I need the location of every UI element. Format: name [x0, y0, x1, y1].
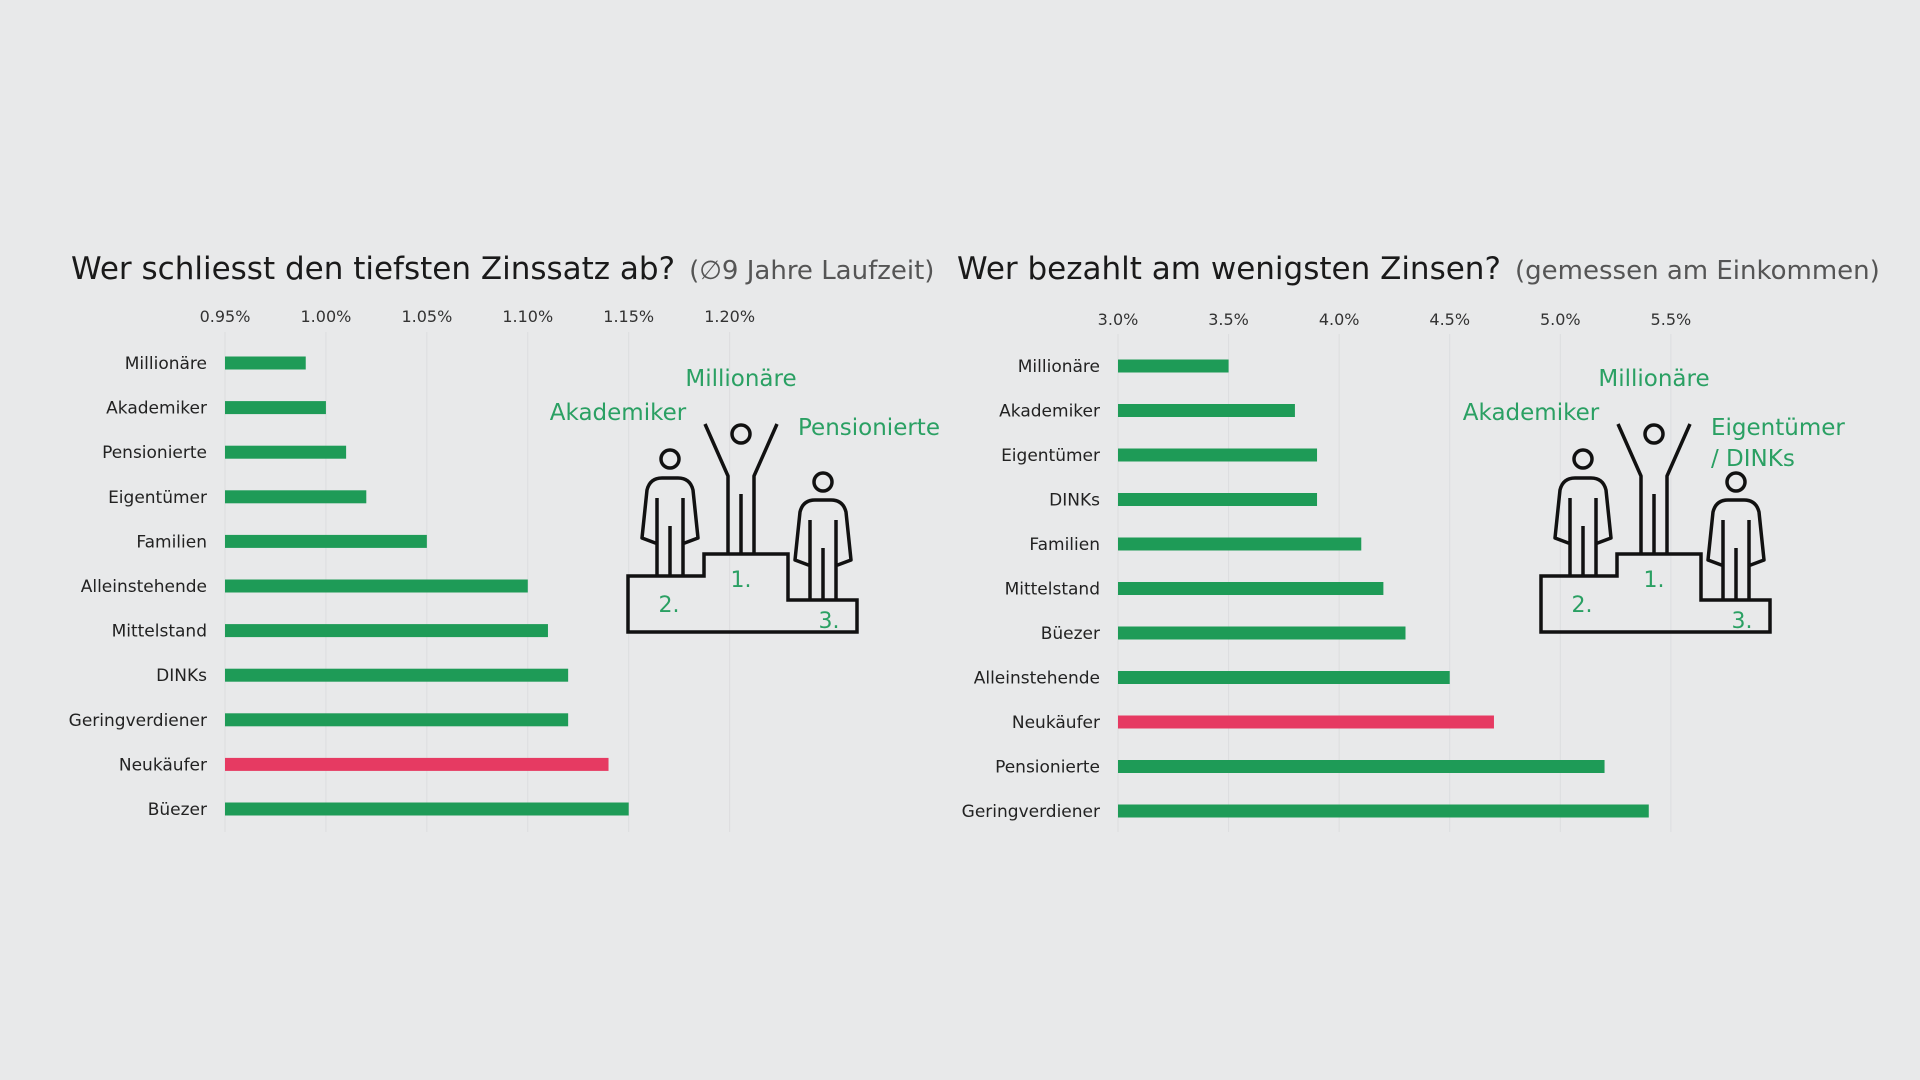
bars [225, 356, 629, 816]
category-label: Pensionierte [102, 443, 207, 463]
chart-title: Wer bezahlt am wenigsten Zinsen? (gemess… [957, 251, 1880, 287]
category-label: Akademiker [106, 399, 207, 419]
bar [1118, 404, 1295, 417]
x-tick-label: 5.0% [1540, 310, 1581, 329]
chart-panel-interest-income: Wer bezahlt am wenigsten Zinsen? (gemess… [957, 251, 1880, 832]
x-tick-label: 1.00% [301, 307, 352, 326]
x-tick-label: 1.15% [603, 307, 654, 326]
podium-blocks [1539, 552, 1772, 634]
category-label: Geringverdiener [69, 711, 207, 731]
bar [225, 490, 367, 504]
category-label: Geringverdiener [962, 802, 1100, 822]
category-label: Neukäufer [119, 755, 207, 775]
podium-rank-label: 3. [819, 609, 840, 634]
category-label: Eigentümer [108, 488, 207, 508]
bar [1118, 493, 1318, 506]
podium-first-name: Millionäre [1598, 366, 1709, 392]
bar [1118, 448, 1318, 462]
bar [1118, 760, 1605, 773]
bar [225, 802, 629, 816]
chart-title: Wer schliesst den tiefsten Zinssatz ab? … [71, 251, 934, 287]
podium-rank-label: 2. [659, 593, 680, 618]
category-label: Akademiker [999, 402, 1100, 422]
person-first-icon [703, 423, 779, 554]
bar [225, 401, 326, 415]
chart-subtitle: (gemessen am Einkommen) [1515, 256, 1880, 286]
podium-third-name: / DINKs [1711, 446, 1795, 472]
category-label: Büezer [148, 800, 207, 820]
category-label: Pensionierte [995, 758, 1100, 778]
category-label: Familien [136, 532, 207, 552]
bar [1118, 626, 1406, 640]
bar [1118, 359, 1229, 373]
podium-first-name: Millionäre [685, 366, 796, 392]
podium-third-name: Eigentümer [1711, 415, 1845, 441]
podium-second-name: Akademiker [550, 400, 687, 426]
x-tick-label: 1.05% [401, 307, 452, 326]
bar [1118, 582, 1384, 595]
podium-rank-label: 2. [1572, 593, 1593, 618]
bar [1118, 537, 1362, 551]
x-tick-label: 0.95% [200, 307, 251, 326]
x-axis-ticks: 3.0% 3.5% 4.0% 4.5% 5.0% 5.5% [1098, 310, 1692, 329]
bars [1118, 359, 1649, 818]
category-label: Mittelstand [1005, 580, 1100, 600]
podium-rank-label: 1. [731, 568, 752, 593]
x-tick-label: 3.0% [1098, 310, 1139, 329]
category-labels: Millionäre Akademiker Eigentümer DINKs Famil… [962, 357, 1100, 822]
category-label: Millionäre [1018, 357, 1100, 377]
bar [225, 713, 569, 727]
person-third-icon [1706, 471, 1766, 600]
chart-subtitle: (∅9 Jahre Laufzeit) [689, 256, 934, 286]
category-label: DINKs [1049, 491, 1100, 511]
person-third-icon [793, 471, 853, 600]
chart-title-main: Wer schliesst den tiefsten Zinssatz ab? [71, 251, 675, 287]
bar [1118, 804, 1649, 818]
category-label: Alleinstehende [81, 577, 207, 597]
category-label: Millionäre [125, 354, 207, 374]
podium-rank-label: 3. [1732, 609, 1753, 634]
bar-highlight [1118, 715, 1494, 729]
bar [225, 579, 528, 593]
bar [225, 445, 347, 459]
bar [225, 668, 569, 682]
x-tick-label: 4.5% [1429, 310, 1470, 329]
podium-third-name: Pensionierte [798, 415, 940, 441]
podium-graphic: 1. 2. 3. Millionäre Akademiker Pensionierte [550, 366, 940, 634]
bar [225, 624, 548, 638]
person-second-icon [640, 448, 700, 576]
x-axis-ticks: 0.95% 1.00% 1.05% 1.10% 1.15% 1.20% [200, 307, 755, 326]
bar [1118, 671, 1450, 684]
podium-second-name: Akademiker [1463, 400, 1600, 426]
x-tick-label: 3.5% [1208, 310, 1249, 329]
category-label: Neukäufer [1012, 713, 1100, 733]
bar-highlight [225, 757, 609, 771]
category-label: Mittelstand [112, 622, 207, 642]
person-first-icon [1616, 423, 1692, 554]
bar [225, 356, 306, 370]
category-label: Eigentümer [1001, 446, 1100, 466]
category-label: Büezer [1041, 624, 1100, 644]
x-tick-label: 1.20% [704, 307, 755, 326]
podium-blocks [626, 552, 859, 634]
podium-graphic: 1. 2. 3. Millionäre Akademiker Eigentümer / DI… [1463, 366, 1846, 634]
x-tick-label: 1.10% [502, 307, 553, 326]
person-second-icon [1553, 448, 1613, 576]
category-label: Familien [1029, 535, 1100, 555]
category-label: DINKs [156, 666, 207, 686]
x-tick-label: 5.5% [1651, 310, 1692, 329]
category-label: Alleinstehende [974, 669, 1100, 689]
category-labels: Millionäre Akademiker Pensionierte Eigentüm… [69, 354, 207, 820]
chart-panel-interest-rate: Wer schliesst den tiefsten Zinssatz ab? … [69, 251, 940, 832]
bar [225, 534, 427, 548]
x-tick-label: 4.0% [1319, 310, 1360, 329]
podium-rank-label: 1. [1644, 568, 1665, 593]
chart-title-main: Wer bezahlt am wenigsten Zinsen? [957, 251, 1501, 287]
